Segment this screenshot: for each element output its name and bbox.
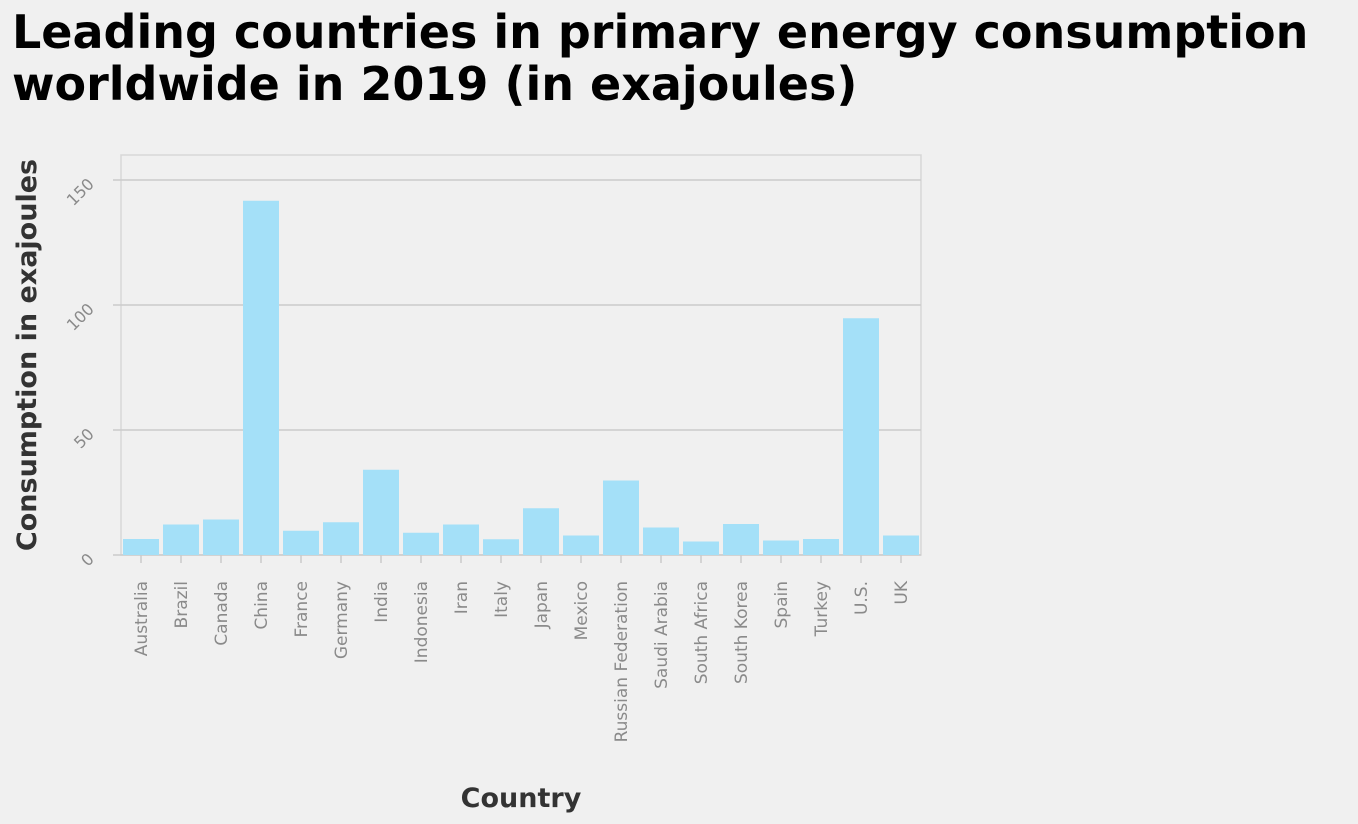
- x-tick-label: South Africa: [692, 581, 712, 684]
- plot-frame: [120, 154, 922, 556]
- x-tick-label: China: [252, 581, 272, 630]
- bar-germany: [323, 522, 359, 555]
- x-tick-label: Brazil: [172, 581, 192, 628]
- bar-india: [363, 469, 399, 555]
- bar-japan: [523, 508, 559, 555]
- y-axis-label: Consumption in exajoules: [12, 159, 43, 551]
- x-tick-label: Russian Federation: [612, 581, 632, 742]
- gridlines: [120, 154, 922, 556]
- bars: [123, 200, 919, 555]
- x-tick-label: France: [292, 581, 312, 638]
- bar-uk: [883, 535, 919, 555]
- y-tick-label-50: 50: [70, 424, 98, 452]
- bar-china: [243, 200, 279, 555]
- bar-russian-federation: [603, 480, 639, 555]
- x-tick-label: Canada: [212, 581, 232, 646]
- x-tick-label: South Korea: [732, 581, 752, 684]
- bar-italy: [483, 539, 519, 555]
- x-tick-label: U.S.: [852, 581, 872, 615]
- x-axis-label: Country: [461, 783, 582, 814]
- x-axis-ticks: Australia Brazil Canada China France Germany I…: [132, 555, 912, 742]
- x-tick-label: Australia: [132, 581, 152, 656]
- x-tick-label: Saudi Arabia: [652, 581, 672, 689]
- bar-france: [283, 530, 319, 555]
- x-tick-label: Indonesia: [412, 581, 432, 663]
- x-tick-label: Spain: [772, 581, 792, 629]
- y-tick-label-100: 100: [63, 299, 98, 334]
- bar-iran: [443, 524, 479, 555]
- bar-south-africa: [683, 541, 719, 555]
- x-tick-label: India: [372, 581, 392, 623]
- chart-title-line-2: worldwide in 2019 (in exajoules): [12, 57, 858, 111]
- y-tick-label-0: 0: [77, 549, 98, 570]
- x-tick-label: Iran: [452, 581, 472, 614]
- x-tick-label: Turkey: [812, 581, 832, 637]
- y-axis-ticks: 0 50 100 150: [63, 174, 121, 570]
- bar-saudi-arabia: [643, 527, 679, 555]
- bar-brazil: [163, 524, 199, 555]
- y-tick-label-150: 150: [63, 174, 98, 209]
- bar-indonesia: [403, 532, 439, 555]
- bar-mexico: [563, 535, 599, 555]
- bar-south-korea: [723, 524, 759, 555]
- x-tick-label: Italy: [492, 581, 512, 618]
- bar-spain: [763, 540, 799, 555]
- bar-australia: [123, 539, 159, 555]
- x-tick-label: Japan: [532, 581, 552, 629]
- bar-u-s: [843, 318, 879, 555]
- x-tick-label: UK: [892, 580, 912, 604]
- chart-title: Leading countries in primary energy cons…: [12, 6, 1308, 110]
- x-tick-label: Mexico: [572, 581, 592, 640]
- bar-canada: [203, 519, 239, 555]
- x-tick-label: Germany: [332, 581, 352, 659]
- bar-turkey: [803, 539, 839, 555]
- chart-title-line-1: Leading countries in primary energy cons…: [12, 5, 1309, 59]
